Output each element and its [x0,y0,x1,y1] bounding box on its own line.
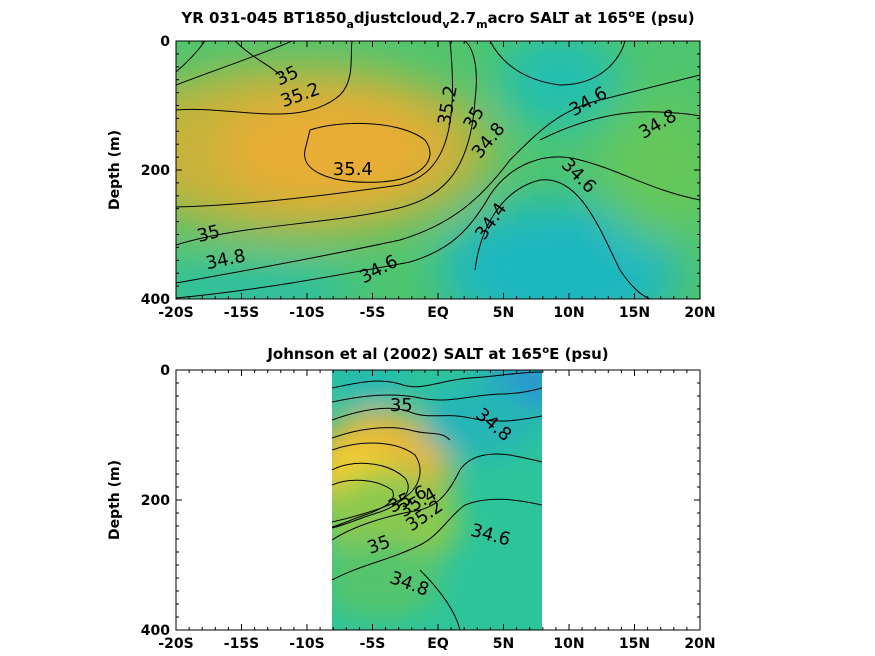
top-y-axis-label: Depth (m) [107,130,123,210]
contour-label: 35 [390,395,413,416]
bottom-panel-title: Johnson et al (2002) SALT at 165oE (psu) [266,345,608,363]
y-tick-label: 400 [141,623,170,639]
x-tick-label: -5S [360,305,386,321]
bottom-panel: Johnson et al (2002) SALT at 165oE (psu) [107,345,716,652]
x-tick-label: -5S [360,636,386,652]
bottom-contour-lines [332,371,542,630]
x-tick-label: 20N [684,636,715,652]
top-panel-title: YR 031-045 BT1850adjustcloudv2.7macro SA… [180,9,694,31]
x-tick-label: 10N [553,305,584,321]
y-tick-label: 400 [141,292,170,308]
top-heatmap [176,41,700,299]
top-panel: YR 031-045 BT1850adjustcloudv2.7macro SA… [107,9,716,321]
top-contour-lines [176,41,700,299]
bottom-x-axis: -20S -15S -10S -5S EQ 5N 10N 15N 20N [158,370,716,652]
x-tick-label: EQ [427,305,449,321]
x-tick-label: 15N [619,636,650,652]
x-tick-label: EQ [427,636,449,652]
y-tick-label: 200 [141,493,170,509]
bottom-y-axis: 0 200 400 [141,363,700,639]
x-tick-label: 5N [493,636,514,652]
x-tick-label: -20S [158,636,193,652]
x-tick-label: -20S [158,305,193,321]
bottom-y-axis-label: Depth (m) [107,460,123,540]
x-tick-label: -10S [289,636,324,652]
x-tick-label: 10N [553,636,584,652]
top-y-axis: 0 200 400 [141,34,700,308]
x-tick-label: -10S [289,305,324,321]
x-tick-label: 20N [684,305,715,321]
y-tick-label: 0 [160,34,170,50]
x-tick-label: -15S [224,636,259,652]
contour-label: 35.4 [333,159,373,180]
y-tick-label: 200 [141,163,170,179]
x-tick-label: 15N [619,305,650,321]
x-tick-label: 5N [493,305,514,321]
x-tick-label: -15S [224,305,259,321]
top-x-axis: -20S -15S -10S -5S EQ 5N 10N 15N 20N [158,41,716,321]
y-tick-label: 0 [160,363,170,379]
